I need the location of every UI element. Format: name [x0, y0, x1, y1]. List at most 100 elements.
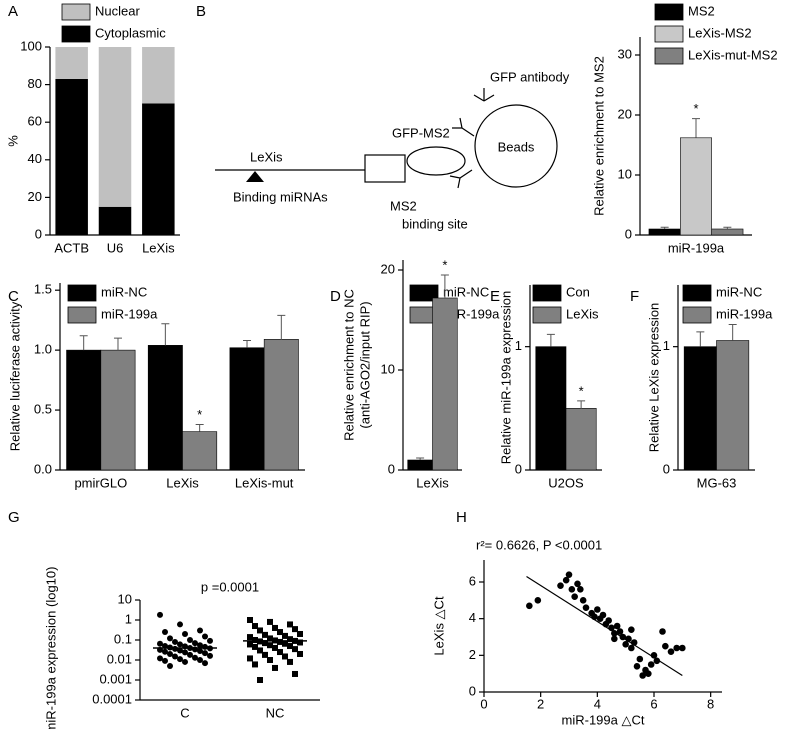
y-tick-label: 1.5: [34, 282, 52, 297]
y-tick-label: 6: [469, 573, 476, 588]
error-bar: [723, 226, 732, 229]
dot: [267, 657, 273, 663]
bar: [100, 349, 136, 471]
legend-label: LeXis-MS2: [688, 25, 752, 40]
panel-label: G: [8, 509, 20, 526]
x-tick-label: 4: [594, 696, 601, 711]
dot: [257, 677, 263, 683]
y-tick-label: 4: [469, 610, 476, 625]
bar-segment: [55, 47, 88, 79]
y-tick-label: 0: [388, 461, 395, 476]
y-tick-label: 80: [28, 76, 42, 91]
point: [639, 672, 646, 679]
x-tick-label: LeXis: [166, 475, 199, 490]
significance: *: [197, 407, 202, 422]
error-bar: [277, 314, 286, 340]
x-tick-label: pmirGLO: [74, 475, 127, 490]
y-axis-label: %: [5, 135, 20, 147]
panel-label: H: [456, 509, 467, 526]
point: [571, 593, 578, 600]
point: [647, 661, 655, 668]
y-tick-label: 20: [28, 189, 42, 204]
y-tick-label: 10: [618, 166, 632, 181]
bar: [432, 297, 458, 471]
legend-swatch: [532, 284, 562, 302]
dot: [272, 624, 278, 631]
y-tick-label: 1.0: [34, 342, 52, 357]
y-tick-label: 0: [515, 461, 522, 476]
point: [633, 663, 641, 670]
y-tick-label: 10: [118, 591, 132, 606]
dot: [292, 670, 298, 677]
dot: [252, 623, 258, 630]
legend-label: miR-NC: [716, 284, 762, 299]
y-tick-label: 60: [28, 114, 42, 129]
dot: [262, 651, 268, 658]
error-bar: [161, 323, 170, 346]
dot: [282, 653, 288, 660]
bar-segment: [142, 47, 175, 104]
dot: [197, 627, 203, 634]
point: [594, 606, 601, 613]
bar: [648, 228, 681, 236]
diagram-label: MS2: [390, 198, 417, 213]
error-bar: [577, 400, 586, 409]
dot: [292, 626, 298, 633]
bar-segment: [142, 103, 175, 236]
x-tick-label: miR-199a: [668, 240, 725, 255]
dot: [177, 647, 183, 654]
y-tick-label: 0.1: [114, 631, 132, 646]
legend-swatch: [682, 284, 712, 302]
error-bar: [113, 337, 122, 351]
y-tick-label: 1: [663, 338, 670, 353]
x-tick-label: MG-63: [697, 475, 737, 490]
legend-label: MS2: [688, 3, 715, 18]
panel-label: E: [490, 288, 500, 305]
dot: [202, 650, 208, 657]
bar-segment: [98, 47, 132, 207]
diagram-label: Beads: [498, 139, 535, 154]
beads-circle: [474, 104, 558, 188]
y-tick-label: 0.001: [99, 671, 132, 686]
diagram-label: Binding miRNAs: [233, 189, 328, 204]
diagram-label: binding site: [402, 216, 468, 231]
dot: [272, 644, 278, 651]
legend-label: miR-NC: [443, 284, 489, 299]
panel-label: A: [8, 3, 18, 20]
y-axis-label: Relative miR-199a expression: [498, 291, 513, 464]
error-bar: [660, 226, 669, 229]
legend-swatch: [61, 25, 91, 43]
panel-label: B: [196, 3, 206, 20]
gfp-ms2-ellipse: [406, 146, 466, 176]
y-tick-label: 0: [663, 461, 670, 476]
point: [679, 644, 686, 652]
y-tick-label: 30: [618, 46, 632, 61]
point: [568, 586, 576, 593]
diagram: LeXis Binding miRNAs GFP-MS2 MS2 binding…: [215, 69, 570, 231]
bar: [711, 228, 744, 236]
legend-label: LeXis: [566, 306, 599, 321]
dot: [267, 635, 273, 642]
y-tick-label: 100: [20, 38, 42, 53]
point: [662, 642, 669, 650]
bar: [716, 340, 750, 471]
antibody: [473, 88, 495, 102]
y-tick-label: 1: [125, 611, 132, 626]
point: [577, 586, 584, 593]
point: [605, 617, 612, 624]
antibody: [452, 117, 475, 137]
error-bar: [692, 118, 700, 138]
x-tick-label: NC: [266, 705, 285, 720]
point: [616, 628, 624, 635]
x-tick-label: LeXis-mut: [235, 475, 294, 490]
legend-swatch: [654, 3, 684, 21]
point: [673, 644, 680, 652]
bar: [407, 459, 433, 471]
bar: [229, 347, 265, 471]
legend-label: miR-199a: [101, 306, 158, 321]
y-axis-label: Relative enrichment to MS2: [591, 56, 606, 216]
legend-label: Con: [566, 284, 590, 299]
dot: [247, 641, 253, 648]
panel-label: D: [330, 288, 341, 305]
x-tick-label: LeXis: [142, 240, 175, 255]
